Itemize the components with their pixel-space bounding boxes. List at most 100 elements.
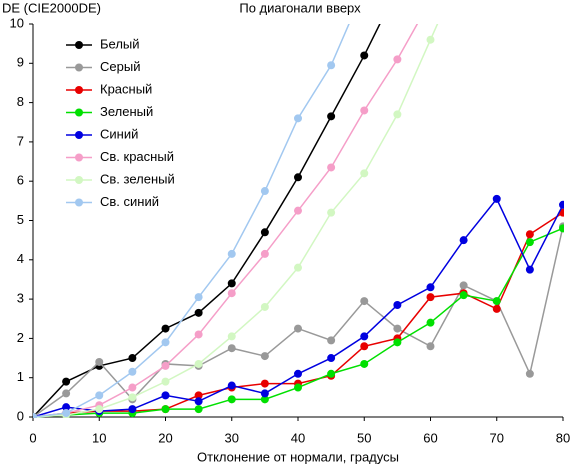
legend-label: Св. красный [100,149,174,164]
point [260,389,269,398]
point [260,228,269,237]
point [360,332,369,341]
point [194,359,203,368]
y-tick-label: 6 [17,173,24,188]
point [95,357,104,366]
point [194,308,203,317]
point [492,304,501,313]
legend-marker [75,63,83,72]
legend-marker [75,131,83,139]
legend-label: Белый [100,36,140,51]
y-axis-label: DE (CIE2000DE) [2,0,101,15]
x-tick-label: 20 [158,430,172,445]
point [327,354,336,363]
point [525,369,534,378]
point [294,383,302,392]
point [426,342,435,351]
point [294,324,302,333]
point [95,391,104,400]
point [327,208,336,217]
point [360,342,369,351]
point [393,300,402,309]
x-tick-label: 30 [225,430,239,445]
point [525,238,534,247]
chart-title: По диагонали вверх [239,0,361,15]
point [492,194,501,203]
point [260,395,269,404]
legend-marker [75,108,83,117]
point [559,224,564,233]
y-tick-label: 2 [17,330,24,345]
series-line [33,24,381,418]
point [227,249,236,258]
legend-marker [75,86,83,94]
point [161,391,170,400]
y-tick-label: 8 [17,94,24,109]
legend-label: Св. синий [100,194,159,209]
point [294,206,302,215]
point [360,51,369,60]
legend: Белый Серый Красный Зеленый Синий Св. красный… [66,36,175,209]
y-tick-label: 9 [17,55,24,70]
series-line [33,24,439,418]
point [327,112,336,121]
point [227,289,236,298]
point [260,249,269,258]
point [62,377,71,386]
series-line [33,24,419,418]
x-tick-label: 0 [29,430,36,445]
point [194,293,203,302]
point [194,330,203,339]
point [227,279,236,288]
point [426,293,435,302]
point [459,291,468,300]
point [393,110,402,119]
y-tick-label: 4 [17,251,24,266]
point [161,324,170,333]
point [194,391,203,400]
series-line [33,24,350,418]
legend-label: Зеленый [100,104,153,119]
point [393,55,402,64]
y-tick-label: 1 [17,369,24,384]
point [427,0,435,4]
point [360,297,369,306]
point [360,169,369,178]
point [161,361,170,370]
point [327,163,336,172]
y-tick-label: 7 [17,133,24,148]
point [260,379,269,388]
point [525,265,534,274]
point [128,354,137,363]
point [426,35,435,44]
point [426,283,435,292]
y-tick-label: 5 [17,212,24,227]
point [393,324,402,333]
point [128,367,137,376]
x-axis-label: Отклонение от нормали, градусы [197,449,399,464]
legend-marker [75,198,83,207]
point [459,281,468,290]
point [260,187,269,196]
point [492,297,501,306]
point [227,395,236,404]
point [327,336,336,345]
point [294,114,302,123]
point [227,381,236,390]
point [194,405,203,414]
point [194,397,203,406]
x-tick-label: 80 [556,430,570,445]
point [260,302,269,311]
point [161,377,170,386]
point [62,409,71,418]
x-tick-label: 70 [490,430,504,445]
point [294,263,302,272]
y-tick-label: 10 [10,15,24,30]
point [128,393,137,402]
x-tick-label: 10 [92,430,106,445]
legend-label: Св. зеленый [100,171,175,186]
point [327,369,336,378]
y-tick-label: 0 [17,408,24,423]
point [128,405,137,414]
point [525,230,534,239]
